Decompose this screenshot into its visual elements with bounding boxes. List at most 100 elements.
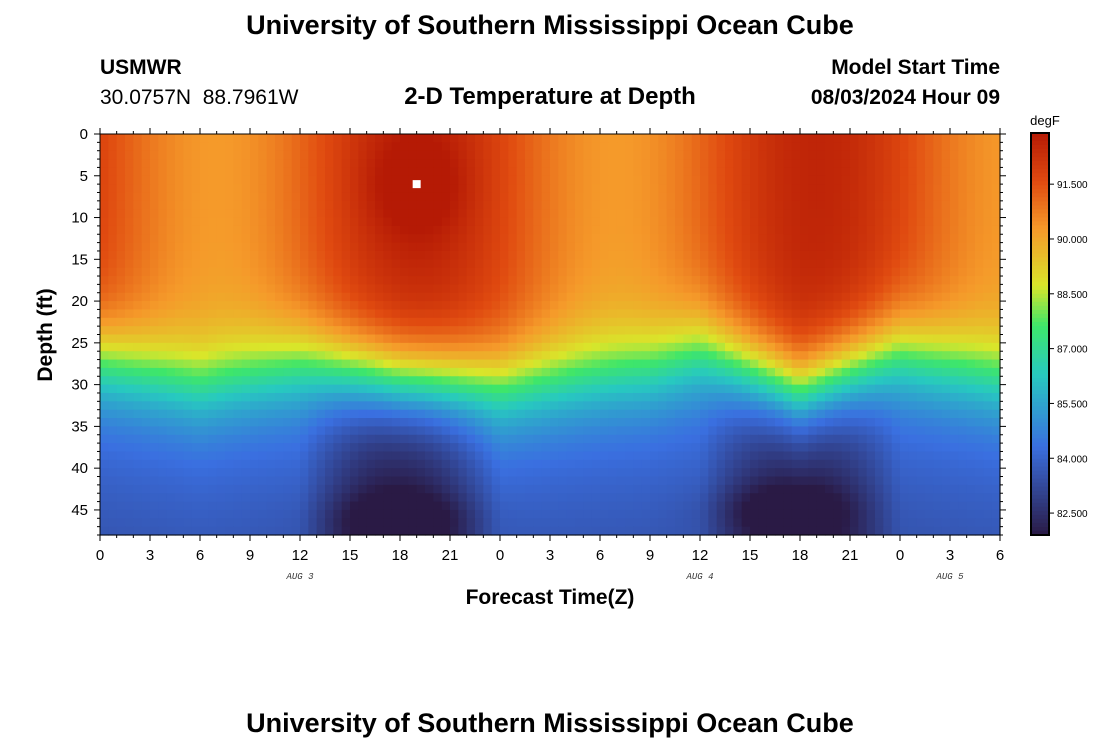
heatmap-cell — [733, 334, 743, 344]
heatmap-cells — [100, 134, 1001, 536]
heatmap-cell — [866, 309, 876, 319]
heatmap-cell — [541, 225, 551, 235]
heatmap-cell — [350, 259, 359, 269]
heatmap-cell — [416, 200, 426, 210]
heatmap-cell — [908, 493, 918, 503]
heatmap-cell — [466, 209, 476, 219]
heatmap-cell — [241, 476, 251, 486]
heatmap-cell — [933, 342, 943, 352]
heatmap-cell — [666, 267, 676, 277]
heatmap-cell — [483, 459, 493, 469]
heatmap-cell — [258, 326, 268, 336]
heatmap-cell — [291, 484, 301, 494]
heatmap-cell — [633, 351, 643, 361]
heatmap-cell — [325, 401, 334, 411]
heatmap-cell — [450, 451, 459, 461]
heatmap-cell — [975, 317, 984, 327]
heatmap-cell — [183, 301, 193, 311]
heatmap-cell — [350, 159, 359, 169]
heatmap-cell — [350, 284, 359, 294]
heatmap-cell — [941, 192, 951, 202]
heatmap-cell — [975, 209, 984, 219]
heatmap-cell — [500, 309, 509, 319]
heatmap-cell — [666, 426, 676, 436]
heatmap-cell — [916, 159, 926, 169]
heatmap-cell — [425, 509, 434, 519]
heatmap-cell — [175, 409, 184, 419]
heatmap-cell — [358, 384, 368, 394]
heatmap-cell — [733, 317, 743, 327]
heatmap-cell — [900, 476, 909, 486]
heatmap-cell — [233, 359, 243, 369]
heatmap-cell — [183, 284, 193, 294]
heatmap-cell — [691, 192, 701, 202]
heatmap-cell — [975, 250, 984, 260]
heatmap-cell — [683, 443, 693, 453]
heatmap-cell — [616, 367, 626, 377]
heatmap-cell — [391, 334, 401, 344]
heatmap-cell — [450, 150, 459, 160]
heatmap-cell — [883, 209, 893, 219]
heatmap-cell — [108, 409, 118, 419]
heatmap-cell — [158, 443, 168, 453]
heatmap-cell — [466, 142, 476, 152]
heatmap-cell — [966, 359, 976, 369]
heatmap-cell — [416, 493, 426, 503]
heatmap-cell — [191, 359, 201, 369]
heatmap-cell — [491, 384, 501, 394]
heatmap-cell — [458, 384, 468, 394]
heatmap-cell — [833, 142, 843, 152]
heatmap-cell — [925, 493, 934, 503]
heatmap-cell — [966, 276, 976, 285]
heatmap-cell — [591, 175, 601, 185]
heatmap-cell — [783, 301, 793, 311]
heatmap-cell — [775, 367, 784, 377]
heatmap-cell — [383, 134, 393, 143]
heatmap-cell — [275, 392, 284, 402]
heatmap-cell — [608, 200, 618, 210]
heatmap-cell — [125, 175, 134, 185]
heatmap-cell — [883, 484, 893, 494]
heatmap-cell — [758, 451, 768, 461]
heatmap-cell — [216, 150, 226, 160]
heatmap-cell — [716, 359, 726, 369]
heatmap-cell — [791, 434, 801, 444]
heatmap-cell — [316, 284, 326, 294]
heatmap-cell — [283, 401, 293, 411]
heatmap-cell — [175, 250, 184, 260]
heatmap-cell — [841, 200, 851, 210]
heatmap-cell — [933, 184, 943, 194]
heatmap-cell — [925, 192, 934, 202]
heatmap-cell — [158, 284, 168, 294]
heatmap-cell — [166, 501, 176, 511]
heatmap-cell — [766, 134, 776, 143]
heatmap-cell — [375, 392, 384, 402]
heatmap-cell — [350, 292, 359, 302]
heatmap-cell — [900, 426, 909, 436]
heatmap-cell — [433, 476, 443, 486]
heatmap-cell — [358, 418, 368, 427]
heatmap-cell — [733, 459, 743, 469]
heatmap-cell — [850, 192, 859, 202]
heatmap-cell — [616, 234, 626, 244]
heatmap-cell — [508, 142, 518, 152]
heatmap-cell — [350, 342, 359, 352]
heatmap-cell — [816, 317, 826, 327]
heatmap-cell — [775, 309, 784, 319]
heatmap-cell — [608, 459, 618, 469]
heatmap-cell — [441, 301, 451, 311]
heatmap-cell — [375, 150, 384, 160]
heatmap-cell — [208, 468, 218, 478]
heatmap-cell — [958, 443, 968, 453]
heatmap-cell — [858, 159, 868, 169]
heatmap-cell — [775, 468, 784, 478]
heatmap-cell — [116, 484, 126, 494]
heatmap-cell — [925, 134, 934, 143]
heatmap-cell — [383, 276, 393, 285]
heatmap-cell — [133, 209, 143, 219]
heatmap-cell — [325, 476, 334, 486]
heatmap-cell — [658, 384, 668, 394]
heatmap-cell — [150, 326, 159, 336]
heatmap-cell — [100, 175, 109, 185]
heatmap-cell — [391, 184, 401, 194]
